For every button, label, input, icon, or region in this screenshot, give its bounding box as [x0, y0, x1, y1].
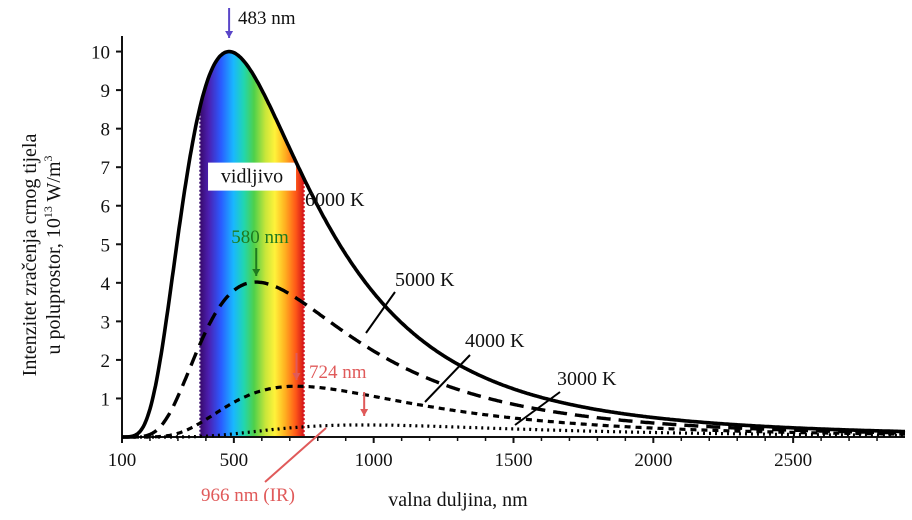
peak-arrowhead: [225, 31, 234, 38]
y-tick-label: 10: [91, 43, 110, 64]
leader-line-4000k: [424, 354, 471, 403]
x-tick-label: 100: [108, 450, 137, 471]
series-label-3000k: 3000 K: [557, 368, 617, 390]
axes: 100 500 1000 1500 2000 2500 1 2 3 4 5 6 7 8 9 10: [91, 36, 905, 471]
visible-band-label-box: [208, 162, 297, 191]
leader-line-3000k: [514, 391, 561, 426]
y-tick-label: 4: [101, 274, 111, 295]
peak-arrowhead: [252, 269, 261, 276]
series-labels: 6000 K 5000 K 4000 K 3000 K: [305, 189, 617, 426]
y-axis-title-line2: u poluprostor, 1013 W/m3: [41, 155, 65, 354]
x-tick-label: 2000: [634, 450, 672, 471]
visible-band-label: vidljivo: [221, 166, 283, 188]
x-axis-title: valna duljina, nm: [388, 489, 528, 511]
curve-5000k: [121, 280, 906, 439]
peak-arrowhead: [292, 373, 301, 380]
leader-line-5000k: [365, 291, 396, 334]
x-tick-label: 1000: [355, 450, 393, 471]
peak-markers: 483 nm 580 nm 724 nm 966 nm (IR): [201, 8, 369, 506]
y-tick-label: 7: [101, 158, 111, 179]
curve-6000k: [121, 49, 906, 439]
y-tick-label: 1: [101, 389, 111, 410]
peak-label: 966 nm (IR): [201, 485, 295, 506]
y-axis-ticks: 1 2 3 4 5 6 7 8 9 10: [91, 43, 122, 410]
x-tick-label: 500: [220, 450, 249, 471]
peak-label: 483 nm: [238, 8, 296, 29]
y-tick-label: 8: [101, 120, 111, 141]
y-tick-label: 6: [101, 197, 111, 218]
curves: [121, 49, 906, 439]
x-tick-label: 1500: [495, 450, 533, 471]
series-label-4000k: 4000 K: [465, 330, 525, 352]
x-tick-label: 2500: [774, 450, 812, 471]
series-label-5000k: 5000 K: [395, 269, 455, 291]
y-tick-label: 3: [101, 312, 111, 333]
y-tick-label: 5: [101, 235, 111, 256]
x-axis-ticks: 100 500 1000 1500 2000 2500: [108, 437, 878, 471]
series-label-6000k: 6000 K: [305, 189, 365, 211]
y-axis-title-line1: Intenzitet zračenja crnog tijela: [19, 134, 41, 377]
peak-label: 724 nm: [309, 362, 367, 383]
y-tick-label: 2: [101, 351, 111, 372]
peak-label: 580 nm: [231, 227, 289, 248]
peak-arrowhead: [360, 409, 369, 416]
y-axis-title: Intenzitet zračenja crnog tijela u polup…: [19, 134, 65, 377]
peak-leader-line: [264, 427, 327, 483]
y-tick-label: 9: [101, 81, 111, 102]
